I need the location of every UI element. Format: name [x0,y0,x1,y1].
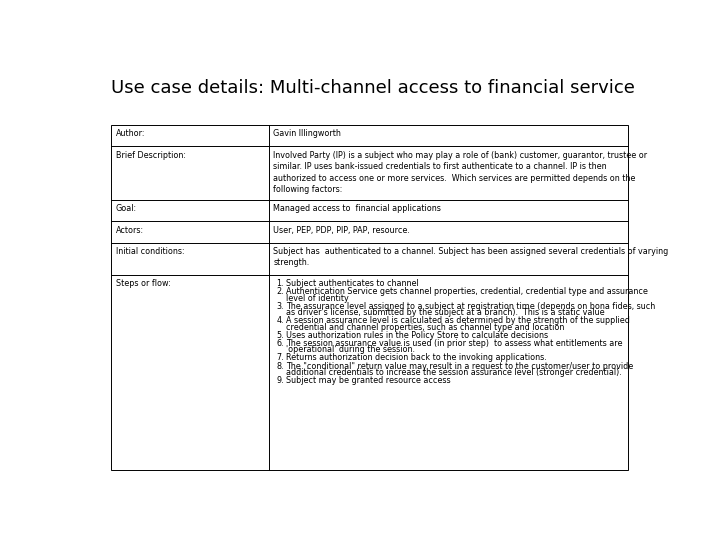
Text: The "conditional" return value may result in a request to the customer/user to p: The "conditional" return value may resul… [286,362,633,370]
Text: User, PEP, PDP, PIP, PAP, resource.: User, PEP, PDP, PIP, PAP, resource. [274,226,410,234]
Text: credential and channel properties, such as channel type and location: credential and channel properties, such … [286,323,564,332]
Text: as driver's license, submitted by the subject at a branch).  This is a static va: as driver's license, submitted by the su… [286,308,604,317]
Bar [111,125,629,470]
Text: A session assurance level is calculated as determined by the strength of the sup: A session assurance level is calculated … [286,316,629,325]
Text: Initial conditions:: Initial conditions: [116,247,184,256]
Text: Goal:: Goal: [116,204,137,213]
Text: 2.: 2. [276,287,284,296]
Text: 4.: 4. [276,316,284,325]
Text: 5.: 5. [276,331,284,340]
Text: Subject authenticates to channel: Subject authenticates to channel [286,279,418,288]
Text: additional credentials to increase the session assurance level (stronger credent: additional credentials to increase the s… [286,368,621,377]
Text: Subject has  authenticated to a channel. Subject has been assigned several crede: Subject has authenticated to a channel. … [274,247,669,267]
Text: Author:: Author: [116,129,145,138]
Text: Gavin Illingworth: Gavin Illingworth [274,129,341,138]
Text: 9.: 9. [276,376,284,385]
Text: Managed access to  financial applications: Managed access to financial applications [274,204,441,213]
Text: Actors:: Actors: [116,226,144,234]
Text: 7.: 7. [276,354,284,362]
Text: Returns authorization decision back to the invoking applications.: Returns authorization decision back to t… [286,354,546,362]
Text: 'operational' during the session.: 'operational' during the session. [286,346,415,354]
Text: 3.: 3. [276,302,284,310]
Text: 1.: 1. [276,279,284,288]
Text: Brief Description:: Brief Description: [116,151,186,160]
Text: Uses authorization rules in the Policy Store to calculate decisions: Uses authorization rules in the Policy S… [286,331,548,340]
Text: level of identity: level of identity [286,294,348,302]
Text: Subject may be granted resource access: Subject may be granted resource access [286,376,450,385]
Text: Use case details: Multi-channel access to financial service: Use case details: Multi-channel access t… [111,79,635,97]
Text: Authentication Service gets channel properties, credential, credential type and : Authentication Service gets channel prop… [286,287,647,296]
Text: 6.: 6. [276,339,284,348]
Text: The assurance level assigned to a subject at registration time (depends on bona : The assurance level assigned to a subjec… [286,302,655,310]
Text: The session assurance value is used (in prior step)  to assess what entitlements: The session assurance value is used (in … [286,339,622,348]
Text: Steps or flow:: Steps or flow: [116,279,171,288]
Text: Involved Party (IP) is a subject who may play a role of (bank) customer, guarant: Involved Party (IP) is a subject who may… [274,151,647,194]
Text: 8.: 8. [276,362,284,370]
